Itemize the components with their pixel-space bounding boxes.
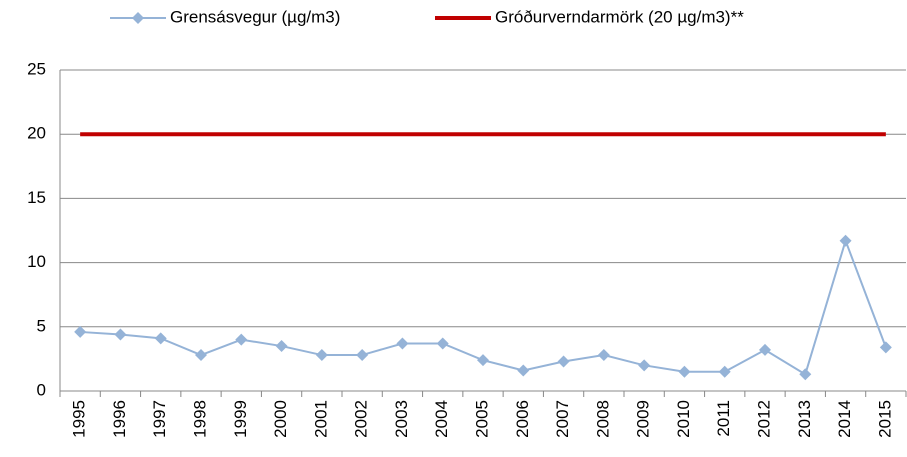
x-tick-label: 1999 xyxy=(231,400,250,438)
data-point xyxy=(879,341,892,354)
x-tick-label: 2004 xyxy=(432,400,451,438)
data-point xyxy=(678,365,691,378)
x-tick-label: 2005 xyxy=(472,400,491,438)
data-point xyxy=(517,364,530,377)
x-tick-label: 2009 xyxy=(634,400,653,438)
data-point xyxy=(839,234,852,247)
x-tick-label: 2000 xyxy=(271,400,290,438)
data-point xyxy=(638,359,651,372)
x-tick-label: 1997 xyxy=(150,400,169,438)
x-tick-label: 2012 xyxy=(754,400,773,438)
y-tick-label: 5 xyxy=(37,316,46,335)
x-tick-label: 1998 xyxy=(190,400,209,438)
legend-marker xyxy=(132,12,144,24)
data-point xyxy=(195,349,207,362)
x-tick-label: 2003 xyxy=(392,400,411,438)
y-tick-label: 0 xyxy=(37,380,46,399)
data-point xyxy=(74,325,87,338)
data-point xyxy=(356,349,369,362)
x-tick-label: 2010 xyxy=(674,400,693,438)
data-point xyxy=(315,349,328,362)
data-point xyxy=(154,332,167,345)
data-point xyxy=(799,368,812,381)
data-point xyxy=(597,349,610,362)
data-point xyxy=(436,337,449,350)
y-tick-label: 25 xyxy=(27,59,46,78)
data-point xyxy=(275,340,288,353)
y-tick-label: 20 xyxy=(27,124,46,143)
x-tick-label: 2014 xyxy=(835,400,854,438)
legend-label: Gróðurverndarmörk (20 µg/m3)** xyxy=(495,7,744,26)
data-point xyxy=(114,328,127,341)
data-point xyxy=(718,365,731,378)
x-tick-label: 2011 xyxy=(714,400,733,437)
data-point xyxy=(759,343,771,356)
x-tick-label: 2008 xyxy=(593,400,612,438)
x-tick-label: 2002 xyxy=(352,400,371,438)
data-point xyxy=(557,355,570,368)
data-point xyxy=(477,354,489,367)
y-tick-label: 15 xyxy=(27,188,46,207)
data-point xyxy=(235,333,248,346)
x-tick-label: 1995 xyxy=(70,400,89,438)
x-tick-label: 2001 xyxy=(311,400,330,438)
data-point xyxy=(396,337,409,350)
x-tick-label: 2015 xyxy=(875,400,894,438)
x-tick-label: 1996 xyxy=(110,400,129,438)
x-tick-label: 2006 xyxy=(513,400,532,438)
x-tick-label: 2007 xyxy=(553,400,572,438)
y-tick-label: 10 xyxy=(27,252,46,271)
x-tick-label: 2013 xyxy=(795,400,814,438)
legend-label: Grensásvegur (µg/m3) xyxy=(170,7,340,26)
